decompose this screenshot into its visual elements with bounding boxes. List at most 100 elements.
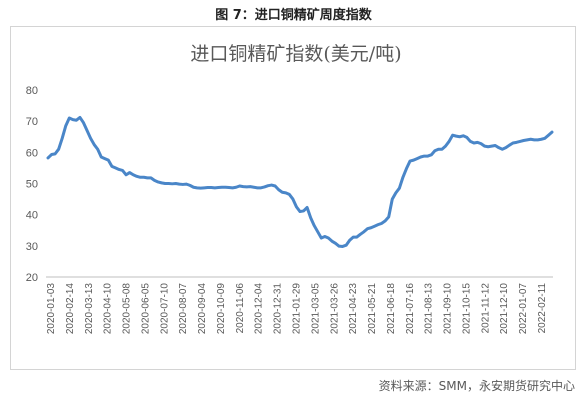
x-tick-label: 2020-05-08: [122, 283, 133, 335]
y-tick-label: 70: [26, 116, 38, 128]
data-point: [515, 141, 518, 144]
data-point: [96, 148, 99, 151]
data-point: [337, 244, 341, 248]
data-point: [458, 135, 461, 138]
data-point: [497, 146, 500, 149]
data-point: [92, 143, 96, 146]
x-tick-label: 2021-06-18: [386, 283, 397, 335]
data-point: [61, 137, 64, 140]
data-point: [259, 186, 263, 190]
data-point: [313, 224, 316, 227]
x-tick-label: 2021-01-29: [292, 283, 303, 335]
data-point: [408, 159, 412, 163]
series-line: [46, 115, 554, 248]
data-point: [543, 137, 547, 140]
data-point: [483, 144, 486, 148]
x-tick-label: 2020-12-31: [273, 283, 284, 335]
data-point: [391, 197, 394, 201]
x-tick-label: 2021-07-16: [405, 283, 416, 335]
data-point: [454, 134, 458, 138]
data-point: [472, 141, 476, 145]
data-point: [359, 233, 362, 236]
data-point: [206, 186, 209, 189]
data-point: [394, 191, 398, 195]
data-point: [494, 144, 497, 147]
data-point: [46, 156, 50, 160]
data-point: [199, 186, 202, 190]
data-point: [188, 184, 192, 187]
data-point: [135, 175, 138, 178]
data-point: [437, 148, 440, 151]
data-point: [156, 180, 160, 184]
data-point: [465, 136, 469, 139]
data-point: [412, 158, 415, 162]
x-tick-label: 2020-12-04: [254, 283, 265, 335]
data-point: [107, 158, 110, 162]
data-point: [242, 185, 245, 188]
data-point: [252, 186, 256, 189]
data-point: [220, 186, 224, 189]
data-point: [469, 140, 472, 143]
data-point: [53, 152, 57, 156]
series-layer: [46, 115, 554, 248]
data-point: [160, 181, 163, 185]
x-tick-label: 2020-03-13: [84, 283, 95, 335]
data-point: [501, 148, 504, 151]
x-tick-label: 2022-01-07: [518, 283, 529, 335]
x-tick-label: 2020-10-09: [216, 283, 227, 335]
data-point: [423, 154, 426, 158]
data-point: [217, 186, 220, 189]
x-tick-label: 2021-12-10: [499, 283, 510, 335]
data-point: [547, 133, 550, 137]
data-point: [344, 244, 348, 247]
data-point: [444, 144, 447, 148]
x-tick-label: 2021-11-12: [480, 283, 491, 334]
data-point: [426, 154, 429, 158]
data-point: [245, 185, 248, 189]
data-point: [71, 118, 75, 121]
data-point: [525, 138, 529, 142]
data-point: [249, 185, 252, 188]
data-point: [533, 138, 536, 142]
data-point: [305, 206, 309, 209]
data-point: [210, 186, 213, 189]
data-point: [167, 182, 170, 185]
data-point: [181, 183, 185, 186]
x-tick-label: 2021-03-05: [310, 283, 321, 335]
data-point: [263, 185, 266, 189]
data-point: [486, 145, 490, 148]
x-tick-label: 2021-03-26: [329, 283, 340, 335]
data-point: [114, 166, 117, 170]
data-point: [440, 148, 444, 151]
data-point: [430, 153, 433, 157]
x-tick-label: 2021-10-15: [461, 283, 472, 335]
x-tick-label: 2021-08-13: [424, 283, 435, 335]
data-point: [451, 133, 454, 137]
data-point: [376, 223, 380, 226]
data-point: [174, 182, 177, 185]
data-point: [355, 235, 358, 239]
data-point: [89, 137, 92, 140]
data-point: [405, 167, 408, 170]
data-point: [348, 239, 351, 242]
data-point: [518, 140, 522, 143]
data-point: [270, 183, 273, 187]
data-point: [362, 230, 366, 234]
data-point: [195, 186, 199, 190]
x-tick-label: 2020-06-05: [140, 283, 151, 335]
data-point: [281, 191, 284, 194]
data-point: [373, 225, 376, 228]
data-point: [234, 186, 238, 189]
x-tick-label: 2020-11-06: [235, 283, 246, 334]
data-point: [85, 129, 89, 132]
data-point: [103, 157, 106, 160]
data-point: [64, 124, 67, 128]
x-tick-label: 2020-09-04: [197, 283, 208, 335]
data-point: [401, 176, 405, 179]
data-point: [334, 242, 337, 245]
data-point: [369, 226, 373, 229]
data-point: [316, 230, 319, 234]
data-point: [100, 155, 103, 159]
data-point: [419, 155, 422, 159]
